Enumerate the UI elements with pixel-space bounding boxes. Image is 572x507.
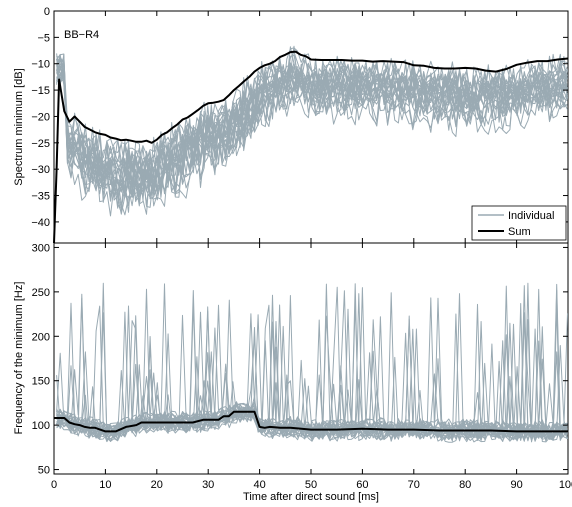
top-sum-series-group <box>53 50 569 244</box>
x-axis-label: Time after direct sound [ms] <box>243 491 379 503</box>
x-tick-label: 60 <box>356 479 368 491</box>
top-panel: 0 −5 −10 −15 −20 −25 −30 −35 −40 BB−R4 Spectrum … <box>13 6 569 244</box>
x-tick-label: 30 <box>202 479 214 491</box>
x-tick-label: 90 <box>510 479 522 491</box>
x-tick-label: 40 <box>253 479 265 491</box>
y-tick-label: 50 <box>38 465 50 477</box>
y-tick-label: −10 <box>31 59 50 71</box>
legend: Individual Sum <box>471 205 567 241</box>
x-tick-label: 0 <box>51 479 57 491</box>
y-tick-label: −20 <box>31 111 50 123</box>
bottom-y-axis-label: Frequency of the minimum [Hz] <box>13 282 25 435</box>
sum-series-line <box>53 50 569 244</box>
top-x-ticks <box>53 11 569 243</box>
x-tick-label: 50 <box>305 479 317 491</box>
individual-trace <box>56 71 568 215</box>
x-tick-label: 10 <box>99 479 111 491</box>
x-tick-label: 70 <box>408 479 420 491</box>
legend-label-sum: Sum <box>508 226 531 238</box>
individual-trace <box>56 67 568 200</box>
y-tick-label: 100 <box>32 420 50 432</box>
y-tick-label: 300 <box>32 242 50 254</box>
y-tick-label: 150 <box>32 376 50 388</box>
x-tick-label: 20 <box>151 479 163 491</box>
top-individual-series-group <box>56 45 568 217</box>
y-tick-label: −25 <box>31 138 50 150</box>
y-tick-label: −5 <box>37 32 50 44</box>
sum-series-line <box>54 410 568 433</box>
y-tick-label: −30 <box>31 164 50 176</box>
individual-trace <box>56 290 568 439</box>
legend-label-individual: Individual <box>508 210 554 222</box>
y-tick-label: −15 <box>31 85 50 97</box>
y-tick-label: 250 <box>32 287 50 299</box>
bottom-panel: 50 100 150 200 250 300 0 10 20 30 40 50 60 70 80 90 100… <box>13 242 572 503</box>
bottom-y-ticks: 50 100 150 200 250 300 <box>32 242 568 477</box>
bottom-x-ticks: 0 10 20 30 40 50 60 70 80 90 100 <box>51 243 572 491</box>
top-y-axis-label: Spectrum minimum [dB] <box>13 68 25 185</box>
y-tick-label: −40 <box>31 217 50 229</box>
top-annotation: BB−R4 <box>64 29 99 41</box>
top-y-ticks: 0 −5 −10 −15 −20 −25 −30 −35 −40 <box>31 6 568 229</box>
y-tick-label: −35 <box>31 191 50 203</box>
y-tick-label: 0 <box>44 6 50 18</box>
x-tick-label: 100 <box>559 479 572 491</box>
individual-trace <box>56 282 568 443</box>
legend-box <box>471 205 567 241</box>
y-tick-label: 200 <box>32 331 50 343</box>
individual-trace <box>56 51 568 196</box>
x-tick-label: 80 <box>459 479 471 491</box>
bottom-sum-series-group <box>54 410 568 433</box>
